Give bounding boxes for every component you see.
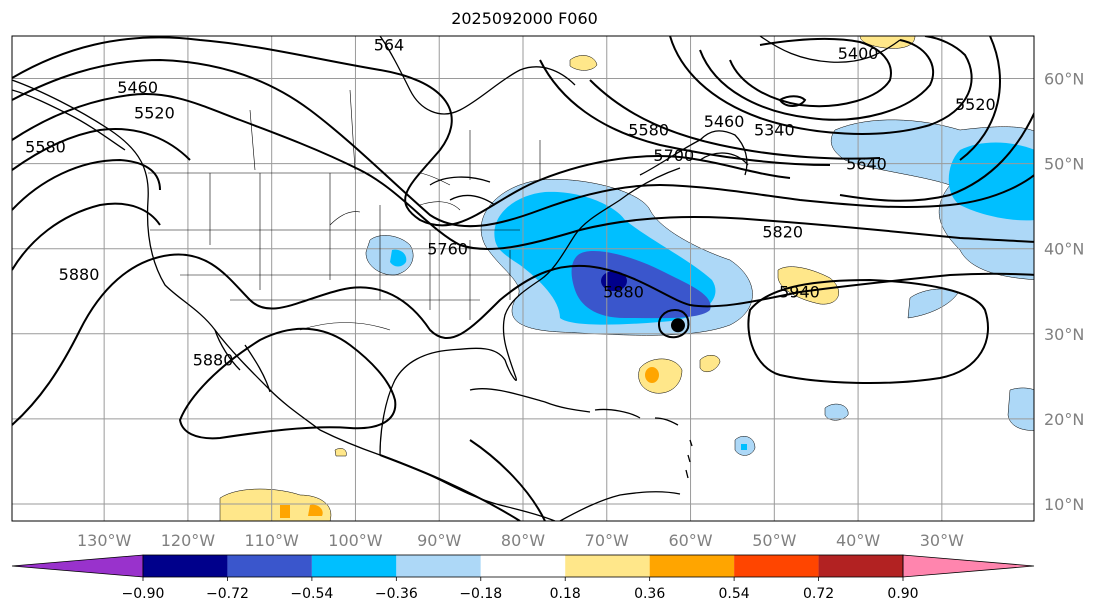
lat-tick-label: 50°N <box>1044 155 1084 174</box>
contour-label: 5460 <box>704 112 745 131</box>
height-contours <box>12 36 1034 521</box>
contour-label: 5880 <box>59 265 100 284</box>
contour-label: 5640 <box>846 155 887 174</box>
colorbar-extend-high <box>902 554 1035 578</box>
colorbar-label: −0.36 <box>375 586 418 602</box>
lat-tick-label: 10°N <box>1044 495 1084 514</box>
lon-tick-label: 60°W <box>668 531 712 550</box>
lat-tick-label: 30°N <box>1044 325 1084 344</box>
lon-tick-label: 40°W <box>836 531 880 550</box>
contour-label: 5520 <box>955 95 996 114</box>
lon-tick-label: 120°W <box>161 531 216 550</box>
lon-tick-label: 30°W <box>920 531 964 550</box>
colorbar-swatch <box>734 555 819 577</box>
colorbar-swatch <box>143 555 228 577</box>
contour-label: 5940 <box>779 282 820 301</box>
contour-label: 5580 <box>628 121 669 140</box>
map-layers <box>12 36 1034 521</box>
colorbar-extend-low <box>11 554 144 578</box>
colorbar-swatch <box>396 555 481 577</box>
lon-tick-label: 110°W <box>245 531 300 550</box>
map-frame <box>11 35 1035 522</box>
lon-tick-label: 130°W <box>77 531 132 550</box>
colorbar-outline <box>142 554 904 578</box>
contour-label: 5580 <box>25 138 66 157</box>
colorbar-label: 0.36 <box>634 586 665 602</box>
lat-tick-label: 60°N <box>1044 70 1084 89</box>
longitude-labels: 130°W 120°W 110°W 100°W 90°W 80°W 70°W 60°W 50°W… <box>77 531 964 550</box>
colorbar-label: −0.54 <box>290 586 333 602</box>
colorbar-swatch <box>565 555 650 577</box>
colorbar-label: 0.72 <box>803 586 834 602</box>
borders <box>148 89 541 331</box>
colorbar-label: 0.90 <box>887 586 918 602</box>
colorbar-label: −0.18 <box>459 586 502 602</box>
chart-title: 2025092000 F060 <box>451 9 598 28</box>
colorbar-label: 0.18 <box>550 586 581 602</box>
lon-tick-label: 80°W <box>501 531 545 550</box>
contour-label: 5820 <box>762 223 803 242</box>
colorbar-swatch <box>227 555 312 577</box>
contour-labels: 5400 5340 5460 5520 5580 5640 5700 5820 5760 5880… <box>25 36 996 370</box>
lon-tick-label: 50°W <box>752 531 796 550</box>
latitude-labels: 60°N 50°N 40°N 30°N 20°N 10°N <box>1044 70 1084 514</box>
lat-tick-label: 20°N <box>1044 410 1084 429</box>
colorbar-swatch <box>480 555 566 577</box>
low-center-marker <box>670 318 685 333</box>
colorbar-label: 0.54 <box>719 586 750 602</box>
contour-label: 5340 <box>754 121 795 140</box>
contour-label: 5760 <box>427 240 468 259</box>
contour-label: 5880 <box>603 282 644 301</box>
lon-tick-label: 90°W <box>417 531 461 550</box>
colorbar-swatch <box>649 555 735 577</box>
colorbar-swatch <box>311 555 397 577</box>
contour-label: 5400 <box>838 44 879 63</box>
contour-label: 5460 <box>117 78 158 97</box>
gridlines <box>12 36 1034 521</box>
lon-tick-label: 70°W <box>585 531 629 550</box>
lat-tick-label: 40°N <box>1044 240 1084 259</box>
colorbar: −0.90 −0.72 −0.54 −0.36 −0.18 0.18 0.36 0.54 0.7… <box>11 554 1035 602</box>
contour-label: 5700 <box>653 146 694 165</box>
contour-label: 5520 <box>134 104 175 123</box>
colorbar-label: −0.90 <box>122 586 165 602</box>
colorbar-swatch <box>818 555 903 577</box>
contour-label: 564 <box>374 36 405 55</box>
contour-label: 5880 <box>193 350 234 369</box>
colorbar-label: −0.72 <box>206 586 249 602</box>
lon-tick-label: 100°W <box>328 531 383 550</box>
